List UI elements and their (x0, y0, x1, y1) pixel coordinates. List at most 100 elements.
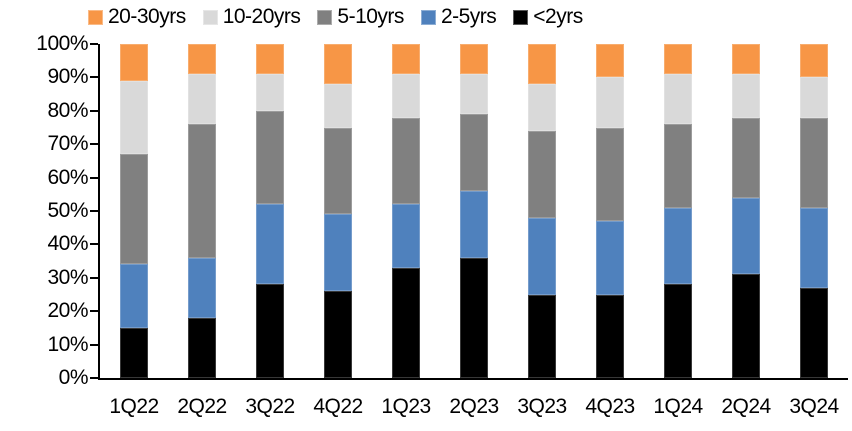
y-axis-tick (90, 76, 98, 79)
bar-segment-20-30yrs (460, 44, 488, 75)
y-tick-label: 100% (36, 32, 88, 55)
bar-segment-10-20yrs (324, 84, 352, 128)
bar-segment-10-20yrs (392, 74, 420, 118)
bar-segment-<2yrs (188, 317, 216, 378)
bar-segment-5-10yrs (120, 154, 148, 265)
legend-item-0: 20-30yrs (88, 4, 186, 30)
bar-2Q23 (460, 44, 488, 378)
x-tick-label: 3Q23 (517, 395, 567, 418)
plot-area (90, 43, 848, 380)
bar-segment-5-10yrs (596, 127, 624, 222)
bar-segment-2-5yrs (392, 204, 420, 268)
bar-segment-10-20yrs (664, 74, 692, 125)
x-tick-label: 4Q22 (313, 395, 363, 418)
bar-segment-<2yrs (324, 291, 352, 378)
bar-segment-2-5yrs (596, 221, 624, 295)
bar-segment-20-30yrs (664, 44, 692, 75)
y-tick-label: 40% (47, 232, 88, 256)
chart-legend: 20-30yrs 10-20yrs 5-10yrs 2-5yrs <2yrs (88, 3, 583, 31)
bar-segment-10-20yrs (460, 74, 488, 115)
legend-swatch-icon (202, 9, 218, 25)
bar-segment-5-10yrs (664, 124, 692, 208)
bar-segment-20-30yrs (392, 44, 420, 75)
bar-segment-<2yrs (528, 294, 556, 378)
bar-segment-<2yrs (256, 284, 284, 378)
bar-segment-2-5yrs (324, 214, 352, 292)
bar-segment-20-30yrs (324, 44, 352, 85)
legend-swatch-icon (317, 9, 333, 25)
x-tick-label: 2Q24 (721, 395, 771, 418)
y-tick-label: 20% (47, 299, 88, 323)
legend-label: <2yrs (533, 5, 583, 28)
y-tick-label: 90% (47, 65, 88, 89)
bar-segment-2-5yrs (460, 190, 488, 258)
bar-1Q23 (392, 44, 420, 378)
legend-item-4: <2yrs (513, 4, 583, 30)
legend-swatch-icon (88, 9, 103, 25)
y-tick-label: 60% (47, 165, 88, 189)
y-axis-tick (90, 310, 98, 313)
bar-segment-5-10yrs (324, 127, 352, 215)
bar-segment-2-5yrs (188, 257, 216, 318)
bar-segment-5-10yrs (188, 124, 216, 258)
y-tick-label: 70% (47, 132, 88, 156)
bar-segment-20-30yrs (256, 44, 284, 75)
bar-segment-2-5yrs (528, 217, 556, 295)
x-tick-label: 1Q24 (653, 395, 703, 418)
y-axis-tick (90, 210, 98, 212)
y-axis-tick (90, 276, 98, 279)
legend-item-1: 10-20yrs (202, 4, 301, 30)
bar-3Q23 (528, 44, 556, 378)
bar-4Q22 (324, 44, 352, 378)
bar-segment-20-30yrs (732, 44, 760, 75)
y-tick-label: 10% (47, 332, 88, 356)
bar-segment-10-20yrs (596, 77, 624, 128)
bar-segment-<2yrs (664, 284, 692, 378)
bar-segment-10-20yrs (528, 84, 556, 131)
y-tick-label: 0% (58, 366, 89, 389)
x-tick-label: 4Q23 (585, 395, 635, 418)
bar-segment-20-30yrs (596, 44, 624, 78)
y-axis-tick (90, 43, 98, 45)
bar-segment-20-30yrs (188, 44, 216, 75)
y-tick-label: 80% (47, 98, 88, 122)
x-tick-label: 1Q22 (109, 395, 159, 418)
bar-2Q24 (732, 44, 760, 378)
bar-segment-2-5yrs (256, 204, 284, 285)
x-axis-labels: 1Q22 2Q22 3Q22 4Q22 1Q23 2Q23 3Q23 4Q23 1Q24 2Q24… (100, 394, 848, 422)
y-tick-label: 30% (47, 265, 88, 289)
legend-item-2: 5-10yrs (317, 4, 404, 30)
legend-swatch-icon (513, 9, 529, 25)
bar-segment-5-10yrs (528, 130, 556, 218)
bar-segment-10-20yrs (120, 80, 148, 155)
bar-3Q24 (800, 44, 828, 378)
bar-segment-10-20yrs (732, 74, 760, 118)
bar-segment-10-20yrs (188, 74, 216, 125)
bar-segment-20-30yrs (528, 44, 556, 85)
y-axis-tick (90, 109, 98, 112)
bar-segment-<2yrs (800, 287, 828, 378)
legend-label: 5-10yrs (337, 5, 404, 28)
bar-4Q23 (596, 44, 624, 378)
bar-segment-<2yrs (120, 327, 148, 378)
bar-segment-2-5yrs (120, 264, 148, 328)
legend-item-3: 2-5yrs (420, 4, 497, 30)
bar-segment-10-20yrs (800, 77, 828, 118)
x-tick-label: 2Q23 (449, 395, 499, 418)
y-tick-label: 50% (47, 199, 88, 222)
legend-label: 10-20yrs (222, 5, 301, 28)
x-tick-label: 2Q22 (177, 395, 227, 418)
bar-segment-2-5yrs (664, 207, 692, 285)
x-tick-label: 3Q22 (245, 395, 295, 418)
bar-2Q22 (188, 44, 216, 378)
legend-label: 2-5yrs (440, 5, 497, 28)
bar-segment-2-5yrs (732, 197, 760, 275)
y-axis-tick (90, 176, 98, 179)
legend-label: 20-30yrs (108, 5, 186, 28)
x-tick-label: 1Q23 (381, 395, 431, 418)
bar-segment-20-30yrs (800, 44, 828, 78)
y-axis-tick (90, 377, 98, 379)
bar-segment-<2yrs (460, 257, 488, 378)
bar-segment-20-30yrs (120, 44, 148, 81)
